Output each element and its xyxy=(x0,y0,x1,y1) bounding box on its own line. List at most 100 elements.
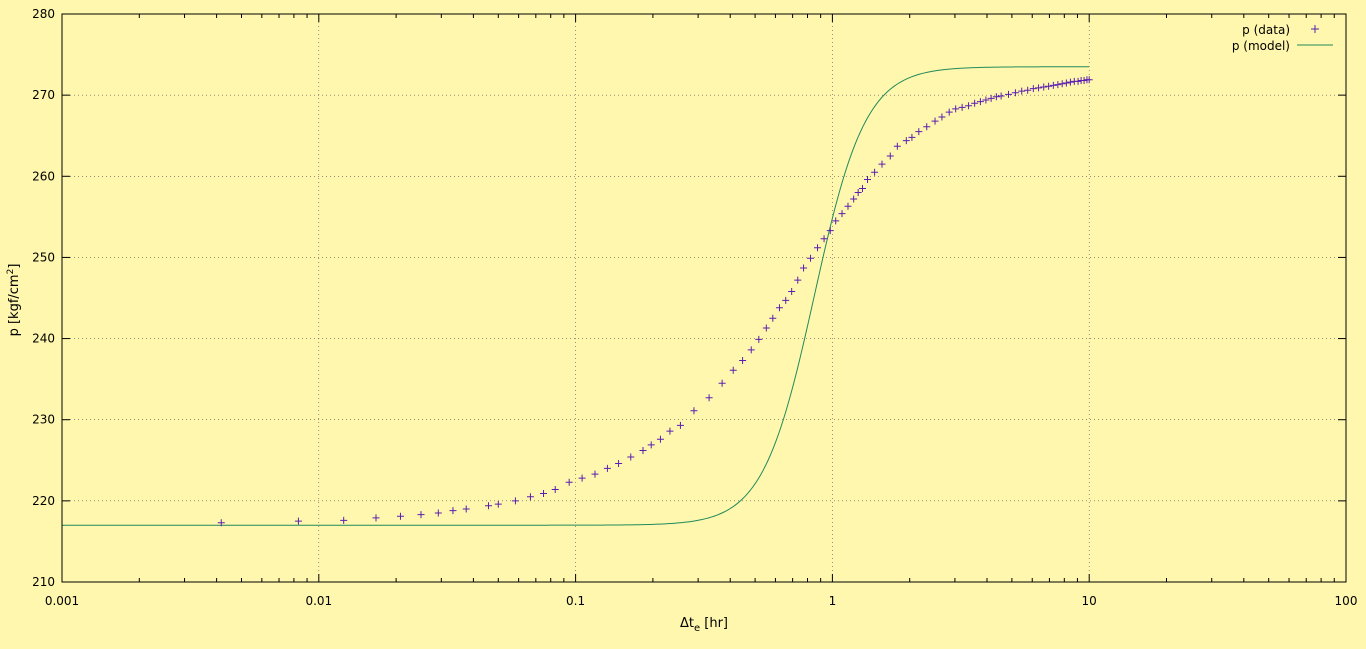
y-axis-label: p [kgf/cm2] xyxy=(6,264,22,337)
data-point xyxy=(832,217,840,225)
data-point xyxy=(656,435,664,443)
data-point xyxy=(850,195,858,203)
data-point xyxy=(1029,85,1037,93)
y-tick-label: 210 xyxy=(32,575,55,589)
x-tick-label: 0.001 xyxy=(45,594,79,608)
data-point xyxy=(971,99,979,107)
data-point xyxy=(372,514,380,522)
data-point xyxy=(1074,77,1082,85)
plot-frame xyxy=(61,13,1347,583)
x-tick-label: 10 xyxy=(1082,594,1097,608)
data-point xyxy=(1005,90,1012,98)
x-tick-label: 0.1 xyxy=(566,594,585,608)
data-point xyxy=(923,123,931,131)
data-point xyxy=(647,441,655,449)
y-tick-label: 220 xyxy=(32,494,55,508)
data-point xyxy=(485,502,493,510)
data-point xyxy=(462,505,470,513)
data-point xyxy=(931,117,939,125)
data-point xyxy=(494,500,502,508)
data-point xyxy=(1018,87,1026,95)
data-point xyxy=(807,254,815,262)
data-point xyxy=(992,93,1000,101)
grid-lines xyxy=(62,14,1346,582)
data-point xyxy=(639,447,647,455)
data-point xyxy=(769,314,777,322)
data-point xyxy=(997,92,1005,100)
data-point xyxy=(826,227,834,235)
data-point xyxy=(1049,81,1057,89)
data-point xyxy=(1062,79,1070,87)
legend: p (data) p (model) xyxy=(1232,23,1333,53)
legend-label-data: p (data) xyxy=(1242,23,1290,37)
data-point xyxy=(1085,76,1093,84)
data-point xyxy=(775,304,783,312)
data-point xyxy=(782,296,790,304)
y-tick-label: 250 xyxy=(32,250,55,264)
data-point xyxy=(915,128,923,136)
data-point xyxy=(854,189,862,197)
data-point xyxy=(838,210,846,218)
data-point xyxy=(982,96,990,104)
y-tick-label: 260 xyxy=(32,169,55,183)
data-point xyxy=(294,517,302,525)
x-tick-label: 0.01 xyxy=(305,594,332,608)
data-point xyxy=(449,507,457,515)
data-point xyxy=(690,407,698,415)
data-point xyxy=(615,460,623,468)
data-point xyxy=(945,108,953,116)
data-point xyxy=(578,474,586,482)
data-point xyxy=(893,142,901,150)
data-point xyxy=(1080,77,1088,85)
data-point xyxy=(603,464,611,472)
data-point xyxy=(591,470,599,478)
data-point xyxy=(958,103,966,111)
data-point xyxy=(859,184,867,192)
data-point xyxy=(976,98,984,106)
data-point xyxy=(1058,80,1066,88)
data-point xyxy=(871,168,879,176)
legend-label-model: p (model) xyxy=(1232,39,1290,53)
data-point xyxy=(814,244,822,252)
data-point xyxy=(1024,86,1032,94)
data-point xyxy=(800,264,808,272)
data-point xyxy=(417,511,425,519)
data-point xyxy=(755,335,763,343)
data-point xyxy=(908,133,916,141)
x-tick-label: 1 xyxy=(829,594,837,608)
x-axis-label: Δte [hr] xyxy=(680,616,728,634)
data-point xyxy=(864,176,872,184)
data-point xyxy=(1035,84,1043,92)
data-point xyxy=(627,453,635,461)
y-tick-label: 240 xyxy=(32,332,55,346)
data-point xyxy=(844,202,852,210)
x-tick-label: 100 xyxy=(1335,594,1358,608)
data-point xyxy=(217,519,225,527)
data-point xyxy=(1040,83,1048,91)
data-point xyxy=(1054,81,1062,89)
y-tick-label: 270 xyxy=(32,88,55,102)
data-point xyxy=(1066,78,1074,86)
data-point xyxy=(340,516,348,524)
data-point xyxy=(540,490,548,498)
data-point xyxy=(902,137,910,145)
data-point xyxy=(705,394,713,402)
data-point xyxy=(886,152,894,160)
legend-marker-data xyxy=(1311,25,1319,33)
data-point xyxy=(987,94,995,102)
data-point xyxy=(434,509,442,517)
data-point xyxy=(511,497,519,505)
x-tick-labels: 0.001 0.01 0.1 1 10 100 xyxy=(45,594,1358,608)
data-point xyxy=(526,493,534,501)
y-tick-label: 230 xyxy=(32,413,55,427)
data-point xyxy=(938,113,946,121)
data-point xyxy=(396,512,404,520)
data-point xyxy=(551,485,559,493)
data-point xyxy=(794,276,802,284)
data-point xyxy=(666,427,674,435)
data-point xyxy=(762,324,770,332)
data-point xyxy=(729,366,737,374)
data-point xyxy=(747,346,755,354)
